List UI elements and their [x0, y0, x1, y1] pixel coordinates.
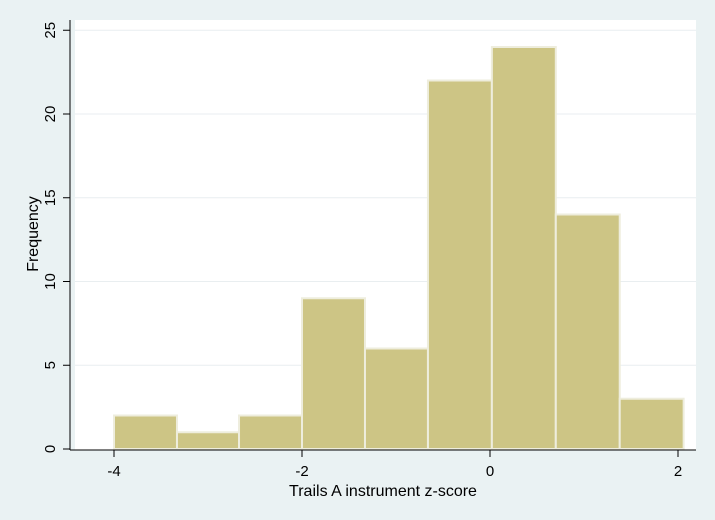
- histogram-bar-4: [363, 347, 429, 450]
- y-axis-title: Frequency: [25, 196, 42, 272]
- y-tick-labels: 0 5 10 15 20 25: [42, 22, 70, 453]
- x-tick-label-2: 0: [486, 463, 494, 480]
- axes: [69, 20, 696, 451]
- histogram-bar-7: [554, 213, 621, 450]
- y-tick-label-2: 10: [42, 273, 59, 290]
- y-tick-label-4: 20: [42, 106, 59, 123]
- histogram-bar-2: [238, 414, 304, 450]
- histogram-bars: [113, 46, 685, 450]
- histogram-bar-3: [301, 297, 366, 450]
- y-tick-label-0: 0: [42, 445, 59, 453]
- x-tick-label-3: 2: [674, 463, 682, 480]
- y-tick-label-1: 5: [42, 361, 59, 369]
- x-tick-label-0: -4: [107, 463, 120, 480]
- histogram-bar-6: [490, 46, 557, 450]
- histogram-bar-1: [175, 431, 241, 450]
- y-tick-label-3: 15: [42, 189, 59, 206]
- y-tick-label-5: 25: [42, 22, 59, 39]
- x-tick-labels: -4 -2 0 2: [107, 450, 682, 480]
- histogram-bar-8: [618, 397, 685, 450]
- histogram-bar-5: [426, 79, 493, 450]
- x-tick-label-1: -2: [295, 463, 308, 480]
- x-axis-title: Trails A instrument z-score: [289, 483, 477, 500]
- histogram-bar-0: [113, 414, 178, 450]
